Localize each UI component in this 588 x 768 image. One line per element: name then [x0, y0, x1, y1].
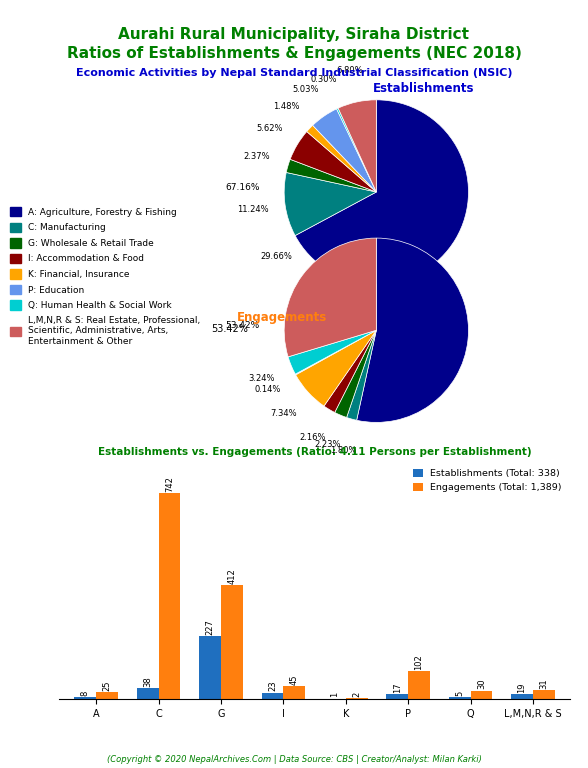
Wedge shape: [286, 159, 376, 192]
Text: 1.48%: 1.48%: [273, 101, 299, 111]
Text: 102: 102: [415, 654, 423, 670]
Text: 0.30%: 0.30%: [310, 74, 337, 84]
Bar: [262, 693, 283, 699]
Text: 742: 742: [165, 476, 174, 492]
Text: 17: 17: [393, 683, 402, 693]
Text: 23: 23: [268, 680, 277, 691]
Wedge shape: [295, 330, 376, 375]
Wedge shape: [296, 330, 376, 406]
Wedge shape: [357, 238, 469, 422]
Legend: A: Agriculture, Forestry & Fishing, C: Manufacturing, G: Wholesale & Retail Trad: A: Agriculture, Forestry & Fishing, C: M…: [11, 207, 201, 346]
Text: (Copyright © 2020 NepalArchives.Com | Data Source: CBS | Creator/Analyst: Milan : (Copyright © 2020 NepalArchives.Com | Da…: [106, 755, 482, 764]
Wedge shape: [336, 108, 376, 192]
Wedge shape: [284, 238, 376, 357]
Text: 38: 38: [143, 677, 152, 687]
Wedge shape: [307, 125, 376, 192]
Text: 2.37%: 2.37%: [243, 152, 270, 161]
Text: 31: 31: [539, 679, 549, 689]
Wedge shape: [338, 100, 376, 192]
Text: Economic Activities by Nepal Standard Industrial Classification (NSIC): Economic Activities by Nepal Standard In…: [76, 68, 512, 78]
Text: 227: 227: [206, 619, 215, 635]
Wedge shape: [313, 109, 376, 192]
Bar: [96, 692, 118, 699]
Bar: [199, 636, 221, 699]
Text: 30: 30: [477, 679, 486, 690]
Text: 7.34%: 7.34%: [271, 409, 298, 419]
Bar: [408, 670, 430, 699]
Text: Establishments: Establishments: [373, 82, 474, 95]
Text: Engagements: Engagements: [237, 311, 328, 324]
Bar: [159, 494, 181, 699]
Text: 29.66%: 29.66%: [260, 252, 292, 260]
Text: Aurahi Rural Municipality, Siraha District: Aurahi Rural Municipality, Siraha Distri…: [119, 27, 469, 42]
Title: Establishments vs. Engagements (Ratio: 4.11 Persons per Establishment): Establishments vs. Engagements (Ratio: 4…: [98, 447, 532, 457]
Bar: [137, 688, 159, 699]
Bar: [75, 697, 96, 699]
Text: 45: 45: [290, 675, 299, 685]
Text: 2.23%: 2.23%: [315, 440, 341, 449]
Text: 1: 1: [330, 692, 339, 697]
Text: 0.14%: 0.14%: [254, 386, 280, 395]
Wedge shape: [290, 131, 376, 192]
Bar: [283, 687, 305, 699]
Text: 53.42%: 53.42%: [211, 324, 248, 334]
Text: 8: 8: [81, 690, 90, 696]
Text: 6.80%: 6.80%: [337, 66, 363, 75]
Text: Ratios of Establishments & Engagements (NEC 2018): Ratios of Establishments & Engagements (…: [66, 46, 522, 61]
Wedge shape: [295, 100, 469, 284]
Text: 5.03%: 5.03%: [292, 85, 319, 94]
Bar: [511, 694, 533, 699]
Legend: Establishments (Total: 338), Engagements (Total: 1,389): Establishments (Total: 338), Engagements…: [410, 465, 566, 496]
Bar: [533, 690, 554, 699]
Text: 3.24%: 3.24%: [248, 373, 275, 382]
Wedge shape: [324, 330, 376, 412]
Wedge shape: [284, 173, 376, 236]
Text: 412: 412: [228, 568, 236, 584]
Text: 5.62%: 5.62%: [256, 124, 283, 133]
Text: 2.16%: 2.16%: [299, 432, 326, 442]
Bar: [386, 694, 408, 699]
Text: 67.16%: 67.16%: [225, 183, 260, 192]
Bar: [221, 584, 243, 699]
Text: 19: 19: [517, 682, 526, 693]
Bar: [470, 690, 492, 699]
Bar: [449, 697, 470, 699]
Text: 1.80%: 1.80%: [330, 445, 356, 455]
Text: 25: 25: [103, 680, 112, 691]
Text: 11.24%: 11.24%: [238, 205, 269, 214]
Wedge shape: [346, 330, 376, 420]
Wedge shape: [335, 330, 376, 418]
Text: 2: 2: [352, 692, 361, 697]
Wedge shape: [288, 330, 376, 374]
Text: 53.42%: 53.42%: [226, 321, 260, 330]
Text: 5: 5: [455, 691, 464, 697]
